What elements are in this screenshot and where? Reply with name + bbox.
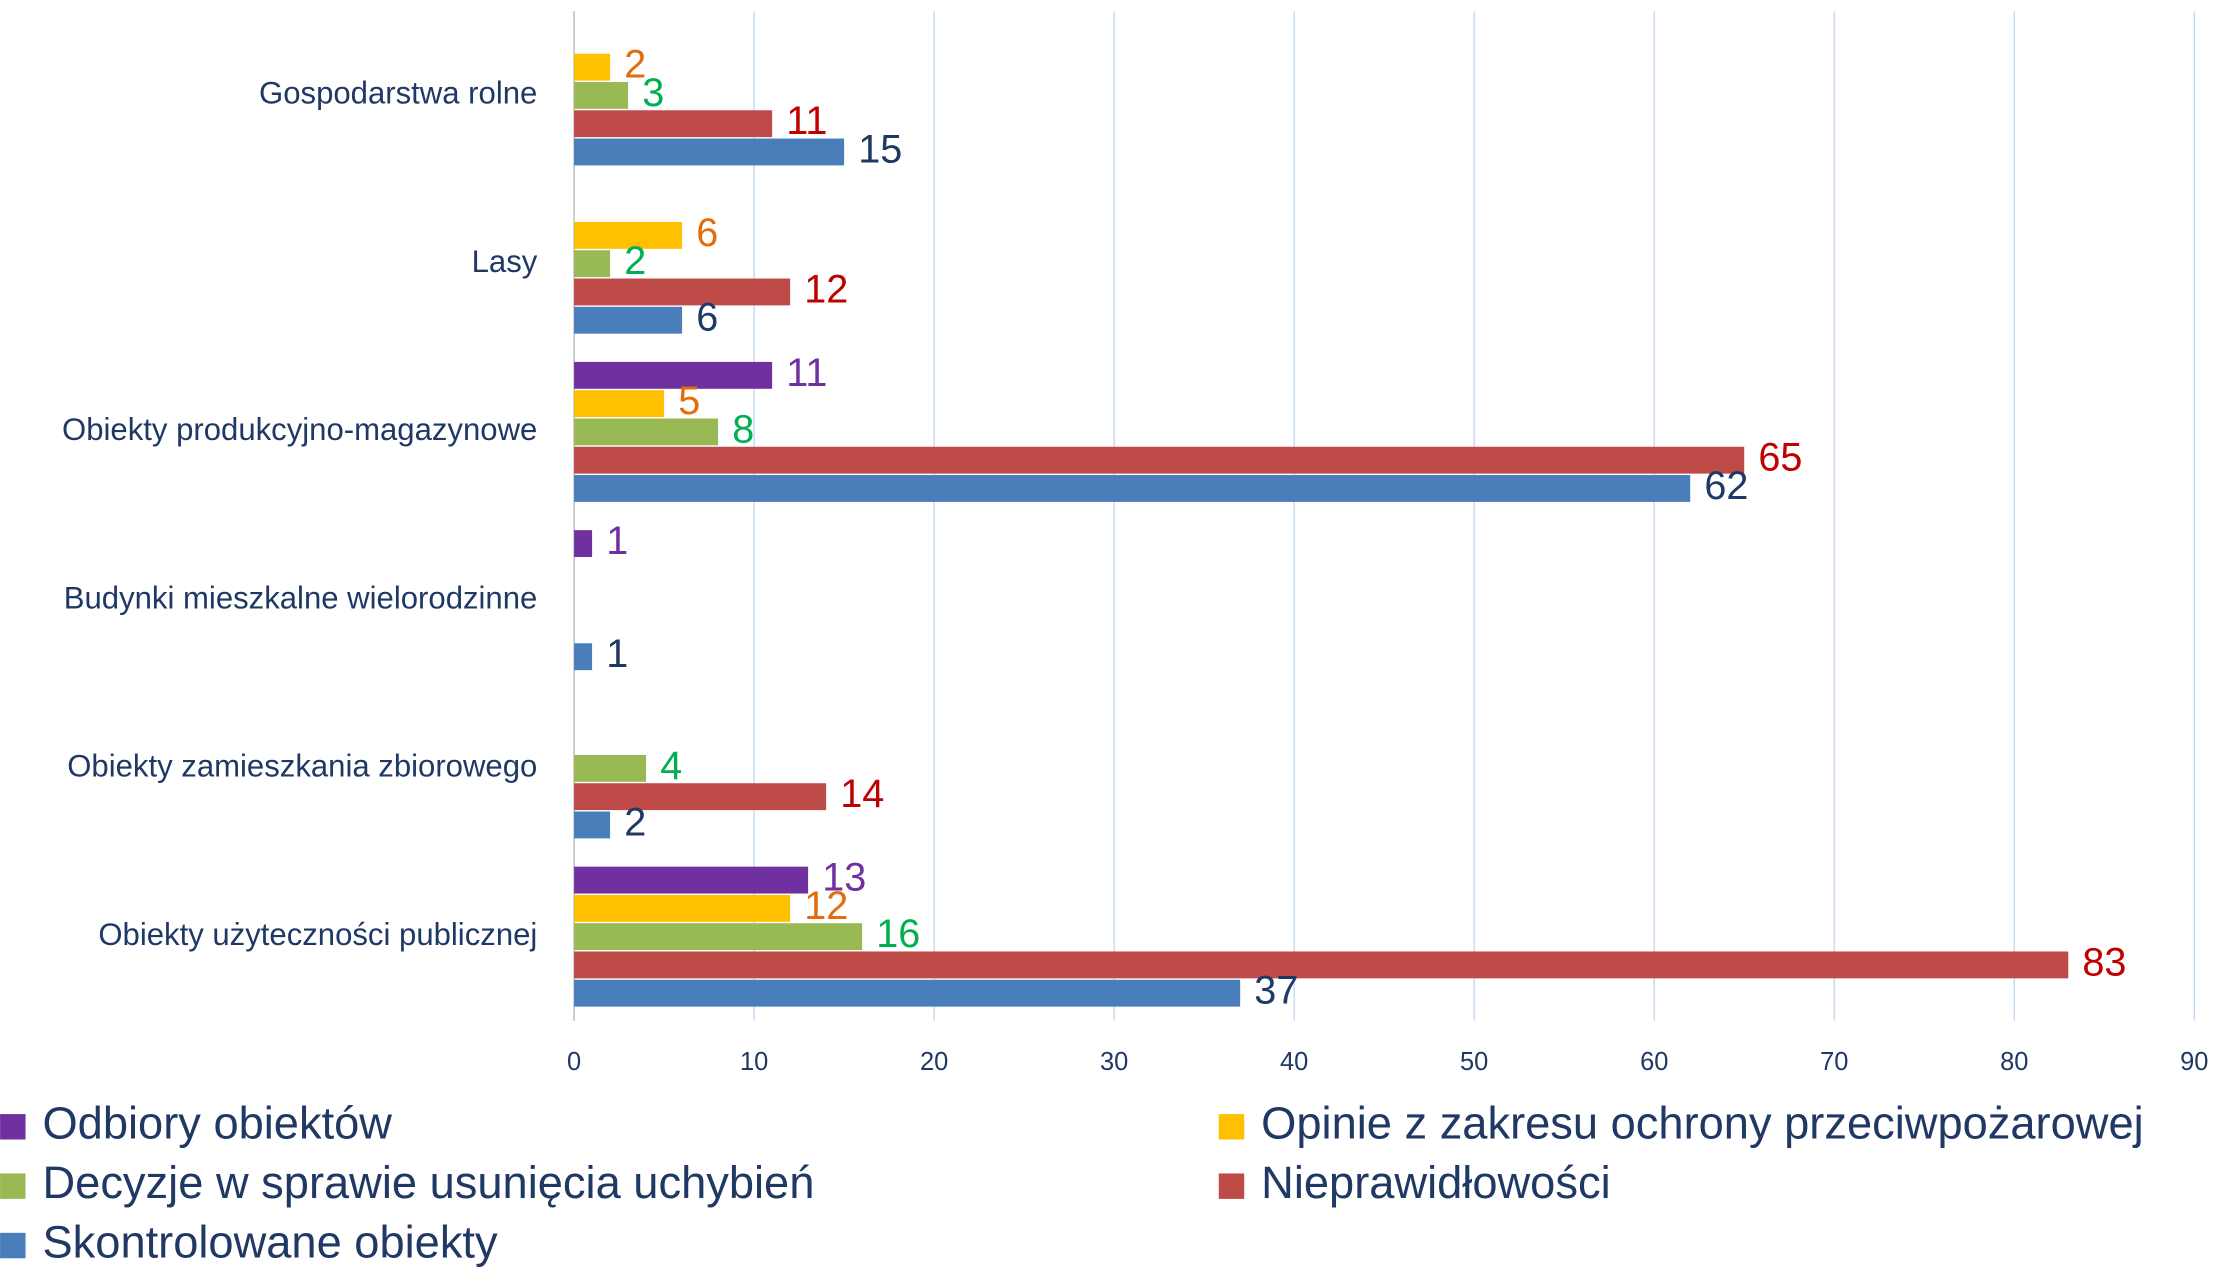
x-tick-label: 30 bbox=[1100, 1048, 1128, 1076]
bar bbox=[574, 221, 683, 249]
data-label: 37 bbox=[1254, 969, 1298, 1013]
data-label: 3 bbox=[642, 71, 664, 115]
bar bbox=[574, 754, 647, 782]
bar bbox=[574, 278, 791, 306]
y-tick-label: Obiekty zamieszkania zbiorowego bbox=[67, 749, 537, 784]
bar bbox=[574, 951, 2069, 979]
legend-label: Decyzje w sprawie usunięcia uchybień bbox=[42, 1157, 814, 1208]
data-label: 83 bbox=[2082, 940, 2126, 984]
data-label: 2 bbox=[624, 239, 646, 283]
data-label: 6 bbox=[696, 296, 718, 340]
bar bbox=[574, 923, 863, 951]
legend-marker bbox=[1218, 1173, 1245, 1199]
x-tick-label: 10 bbox=[740, 1048, 768, 1076]
data-label: 12 bbox=[804, 267, 848, 311]
y-tick-label: Obiekty produkcyjno-magazynowe bbox=[62, 412, 537, 447]
data-label: 14 bbox=[840, 772, 884, 816]
x-tick-label: 0 bbox=[567, 1048, 581, 1076]
legend-marker bbox=[0, 1173, 26, 1199]
bar bbox=[574, 530, 593, 558]
x-tick-label: 20 bbox=[920, 1048, 948, 1076]
bar bbox=[574, 53, 611, 81]
bar bbox=[574, 138, 845, 166]
data-label: 15 bbox=[858, 127, 902, 171]
bar bbox=[574, 390, 665, 418]
data-label: 13 bbox=[822, 856, 866, 900]
y-tick-label: Obiekty użyteczności publicznej bbox=[98, 917, 537, 952]
legend-marker bbox=[0, 1232, 26, 1259]
legend-marker bbox=[1218, 1114, 1245, 1140]
data-label: 4 bbox=[660, 744, 682, 788]
bar bbox=[574, 811, 611, 839]
data-label: 5 bbox=[678, 379, 700, 423]
x-tick-label: 80 bbox=[2000, 1048, 2028, 1076]
x-tick-label: 50 bbox=[1460, 1048, 1488, 1076]
data-label: 2 bbox=[624, 43, 646, 87]
y-tick-label: Lasy bbox=[472, 244, 538, 279]
x-tick-label: 40 bbox=[1280, 1048, 1308, 1076]
bar bbox=[574, 643, 593, 671]
y-tick-label: Gospodarstwa rolne bbox=[259, 76, 537, 111]
data-label: 2 bbox=[624, 800, 646, 844]
data-label: 6 bbox=[696, 211, 718, 255]
bar bbox=[574, 418, 719, 446]
data-label: 16 bbox=[876, 912, 920, 956]
legend-label: Opinie z zakresu ochrony przeciwpożarowe… bbox=[1261, 1098, 2143, 1149]
data-label: 62 bbox=[1704, 464, 1748, 508]
bar bbox=[574, 82, 629, 109]
bar bbox=[574, 361, 773, 389]
x-tick-label: 60 bbox=[1640, 1048, 1668, 1076]
y-tick-label: Budynki mieszkalne wielorodzinne bbox=[64, 580, 538, 615]
bar bbox=[574, 306, 683, 334]
bar bbox=[574, 250, 611, 278]
bar bbox=[574, 783, 827, 811]
data-label: 11 bbox=[786, 99, 827, 143]
x-tick-label: 90 bbox=[2180, 1048, 2208, 1076]
legend-label: Odbiory obiektów bbox=[42, 1098, 392, 1149]
bar bbox=[574, 446, 1745, 474]
legend-label: Skontrolowane obiekty bbox=[42, 1217, 498, 1268]
data-label: 1 bbox=[606, 632, 628, 676]
bar bbox=[574, 110, 773, 138]
data-label: 1 bbox=[606, 519, 628, 563]
bar bbox=[574, 866, 809, 894]
data-label: 12 bbox=[804, 884, 848, 928]
bar bbox=[574, 979, 1241, 1007]
bar bbox=[574, 475, 1691, 502]
legend-label: Nieprawidłowości bbox=[1261, 1157, 1610, 1208]
bar bbox=[574, 894, 791, 922]
data-label: 11 bbox=[786, 351, 827, 395]
legend-marker bbox=[0, 1114, 26, 1140]
x-tick-label: 70 bbox=[1820, 1048, 1848, 1076]
data-label: 8 bbox=[732, 407, 754, 451]
data-label: 65 bbox=[1758, 436, 1802, 480]
